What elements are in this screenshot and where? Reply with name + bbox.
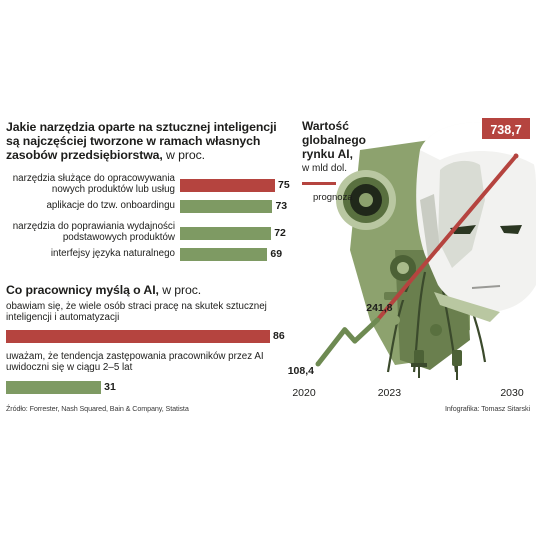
data-point-2020 [315, 361, 321, 367]
series-line-forecast [375, 154, 518, 322]
market-title-line-2: globalnego [302, 133, 366, 147]
series-line-actual [316, 318, 380, 366]
tools-chart-title: Jakie narzędzia oparte na sztucznej inte… [6, 120, 291, 162]
tools-value-label: 69 [270, 247, 283, 260]
ai-chart-title: Co pracownicy myślą o AI, w proc. [6, 283, 291, 297]
robot-face-shade [438, 160, 485, 268]
x-tick-label-2030: 2030 [500, 387, 524, 399]
market-title-line-1: Wartość [302, 119, 349, 133]
legend-swatch-forecast [302, 182, 336, 185]
tools-category-label: interfejsy języka naturalnego [50, 248, 175, 259]
ai-bar [6, 330, 270, 343]
ai-category-label: obawiam się, że wiele osób straci pracę … [6, 301, 267, 323]
robot-gears [336, 170, 442, 336]
data-point-2023 [374, 317, 380, 323]
tools-value-label: 75 [278, 178, 290, 191]
value-label-2030-box [482, 118, 530, 139]
tools-category-label: narzędzia do poprawiania wydajności pods… [12, 221, 175, 243]
tools-category-label: narzędzia służące do opracowywania nowyc… [12, 173, 175, 195]
tools-value-label: 73 [275, 199, 288, 212]
ai-bar [6, 381, 102, 394]
tools-value-label: 72 [274, 226, 286, 239]
ai-value-label: 86 [273, 330, 285, 342]
value-label-2030: 738,7 [490, 123, 521, 137]
legend-label-forecast: prognoza [313, 192, 353, 203]
footer-credit: Infografika: Tomasz Sitarski [445, 404, 530, 413]
market-title-unit: w mld dol. [301, 163, 347, 174]
ai-chart-title-unit: w proc. [162, 283, 202, 297]
footer-source: Źródło: Forrester, Nash Squared, Bain & … [6, 404, 189, 413]
tools-bar [180, 178, 275, 192]
data-point-2030 [513, 153, 519, 159]
value-label-2023: 241,8 [366, 302, 392, 314]
value-label-2020: 108,4 [288, 365, 314, 377]
tools-bar [180, 247, 268, 261]
robot-tool [411, 350, 462, 380]
tools-chart-title-unit: w proc. [166, 148, 205, 162]
bar-charts-panel: Jakie narzędzia oparte na sztucznej inte… [6, 120, 291, 394]
x-tick-label-2020: 2020 [292, 387, 316, 399]
market-title-line-3: rynku AI, [302, 147, 353, 161]
robot-ear-panel [420, 194, 440, 258]
ai-chart-title-text: Co pracownicy myślą o AI, [6, 283, 159, 297]
robot-eye [500, 225, 522, 234]
ai-value-label: 31 [104, 381, 116, 393]
x-tick-label-2023: 2023 [378, 387, 402, 399]
tools-bar [180, 199, 273, 213]
ai-category-label: uważam, że tendencja zastępowania pracow… [6, 351, 264, 373]
tools-category-label: aplikacje do tzw. onboardingu [46, 200, 175, 211]
tools-chart-title-text: Jakie narzędzia oparte na sztucznej inte… [6, 120, 277, 162]
tools-bar [180, 226, 272, 240]
robot-mouth [471, 285, 501, 289]
